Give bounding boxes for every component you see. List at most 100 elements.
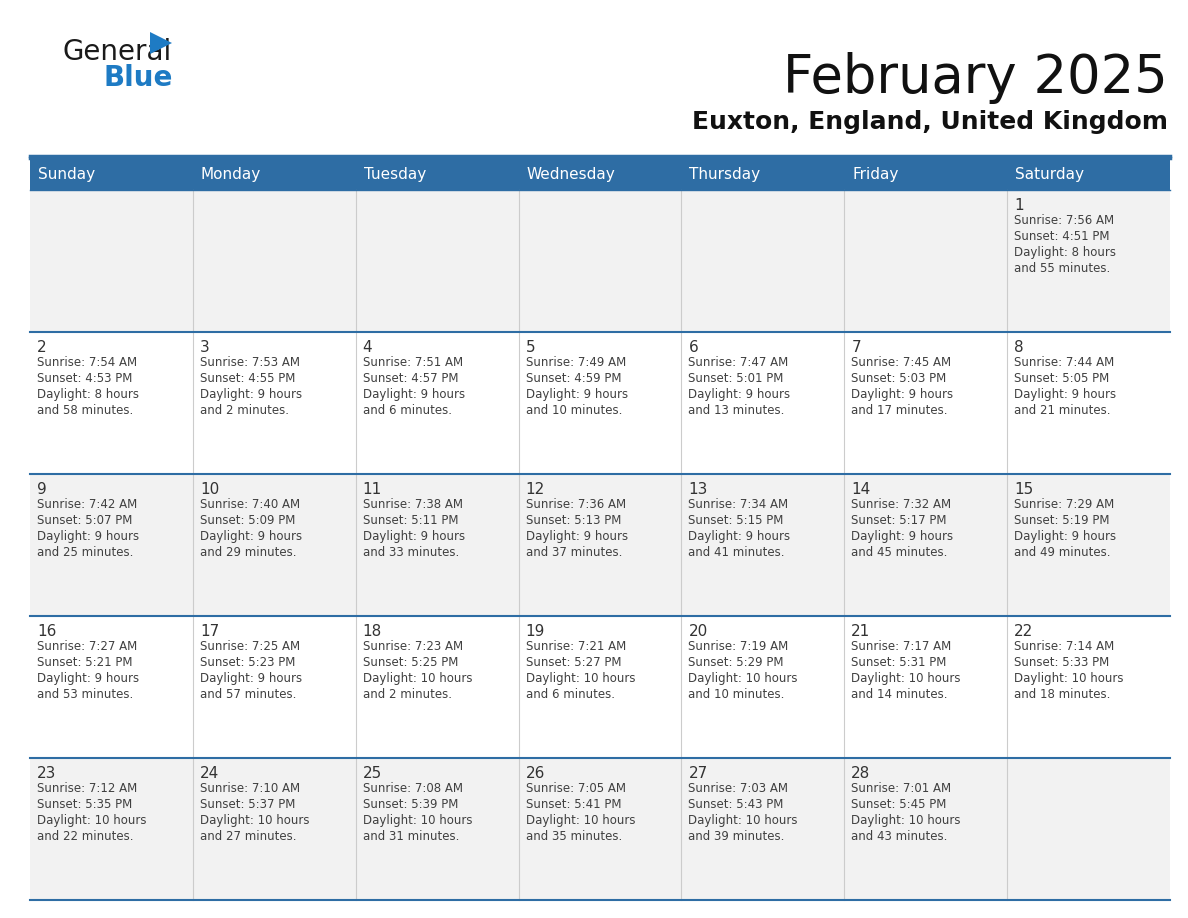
Text: Daylight: 10 hours: Daylight: 10 hours bbox=[688, 814, 798, 827]
Text: Sunset: 5:43 PM: Sunset: 5:43 PM bbox=[688, 798, 784, 811]
Text: Sunset: 5:03 PM: Sunset: 5:03 PM bbox=[852, 372, 947, 385]
Text: 16: 16 bbox=[37, 624, 56, 639]
Text: Sunrise: 7:27 AM: Sunrise: 7:27 AM bbox=[37, 640, 138, 653]
Text: Daylight: 10 hours: Daylight: 10 hours bbox=[852, 814, 961, 827]
Text: Daylight: 10 hours: Daylight: 10 hours bbox=[362, 672, 472, 685]
Text: Daylight: 9 hours: Daylight: 9 hours bbox=[1015, 530, 1117, 543]
Text: and 33 minutes.: and 33 minutes. bbox=[362, 546, 459, 559]
Text: Sunrise: 7:56 AM: Sunrise: 7:56 AM bbox=[1015, 214, 1114, 227]
Text: Daylight: 9 hours: Daylight: 9 hours bbox=[1015, 387, 1117, 401]
Text: Sunset: 5:39 PM: Sunset: 5:39 PM bbox=[362, 798, 459, 811]
Text: Sunrise: 7:05 AM: Sunrise: 7:05 AM bbox=[525, 782, 626, 795]
Text: Daylight: 10 hours: Daylight: 10 hours bbox=[37, 814, 146, 827]
Text: and 14 minutes.: and 14 minutes. bbox=[852, 688, 948, 700]
Text: and 6 minutes.: and 6 minutes. bbox=[525, 688, 614, 700]
Text: Sunrise: 7:10 AM: Sunrise: 7:10 AM bbox=[200, 782, 301, 795]
Text: 3: 3 bbox=[200, 340, 209, 355]
Text: and 53 minutes.: and 53 minutes. bbox=[37, 688, 133, 700]
Polygon shape bbox=[150, 32, 172, 54]
Text: 23: 23 bbox=[37, 766, 56, 781]
Text: and 39 minutes.: and 39 minutes. bbox=[688, 830, 785, 843]
Text: Sunset: 5:27 PM: Sunset: 5:27 PM bbox=[525, 655, 621, 669]
Text: and 35 minutes.: and 35 minutes. bbox=[525, 830, 621, 843]
Text: Sunrise: 7:17 AM: Sunrise: 7:17 AM bbox=[852, 640, 952, 653]
Text: Daylight: 8 hours: Daylight: 8 hours bbox=[37, 387, 139, 401]
Text: Sunset: 5:15 PM: Sunset: 5:15 PM bbox=[688, 514, 784, 527]
Text: Sunset: 5:41 PM: Sunset: 5:41 PM bbox=[525, 798, 621, 811]
Text: and 43 minutes.: and 43 minutes. bbox=[852, 830, 948, 843]
Text: Sunrise: 7:29 AM: Sunrise: 7:29 AM bbox=[1015, 498, 1114, 511]
Text: Sunrise: 7:19 AM: Sunrise: 7:19 AM bbox=[688, 640, 789, 653]
Text: Daylight: 10 hours: Daylight: 10 hours bbox=[525, 672, 636, 685]
Text: and 21 minutes.: and 21 minutes. bbox=[1015, 404, 1111, 417]
Text: 24: 24 bbox=[200, 766, 219, 781]
Text: and 17 minutes.: and 17 minutes. bbox=[852, 404, 948, 417]
Text: Daylight: 9 hours: Daylight: 9 hours bbox=[37, 672, 139, 685]
Text: Monday: Monday bbox=[201, 166, 261, 182]
Text: and 6 minutes.: and 6 minutes. bbox=[362, 404, 451, 417]
Text: Sunrise: 7:14 AM: Sunrise: 7:14 AM bbox=[1015, 640, 1114, 653]
Text: and 58 minutes.: and 58 minutes. bbox=[37, 404, 133, 417]
Text: Daylight: 9 hours: Daylight: 9 hours bbox=[200, 672, 302, 685]
Text: and 57 minutes.: and 57 minutes. bbox=[200, 688, 296, 700]
Text: 6: 6 bbox=[688, 340, 699, 355]
Text: Sunset: 5:33 PM: Sunset: 5:33 PM bbox=[1015, 655, 1110, 669]
Text: Daylight: 10 hours: Daylight: 10 hours bbox=[688, 672, 798, 685]
Text: 15: 15 bbox=[1015, 482, 1034, 497]
Text: and 22 minutes.: and 22 minutes. bbox=[37, 830, 133, 843]
Text: Sunrise: 7:49 AM: Sunrise: 7:49 AM bbox=[525, 356, 626, 369]
Text: 18: 18 bbox=[362, 624, 383, 639]
Text: Sunset: 5:23 PM: Sunset: 5:23 PM bbox=[200, 655, 296, 669]
Text: Saturday: Saturday bbox=[1015, 166, 1085, 182]
Text: Daylight: 9 hours: Daylight: 9 hours bbox=[852, 387, 954, 401]
Text: Sunrise: 7:32 AM: Sunrise: 7:32 AM bbox=[852, 498, 952, 511]
Text: Sunrise: 7:23 AM: Sunrise: 7:23 AM bbox=[362, 640, 463, 653]
Text: Blue: Blue bbox=[105, 64, 173, 92]
Text: Sunrise: 7:08 AM: Sunrise: 7:08 AM bbox=[362, 782, 462, 795]
Text: February 2025: February 2025 bbox=[783, 52, 1168, 104]
Text: Sunset: 5:19 PM: Sunset: 5:19 PM bbox=[1015, 514, 1110, 527]
Text: 7: 7 bbox=[852, 340, 861, 355]
Text: 22: 22 bbox=[1015, 624, 1034, 639]
Text: and 2 minutes.: and 2 minutes. bbox=[362, 688, 451, 700]
Text: 11: 11 bbox=[362, 482, 383, 497]
Text: 12: 12 bbox=[525, 482, 545, 497]
Text: Sunrise: 7:25 AM: Sunrise: 7:25 AM bbox=[200, 640, 301, 653]
Text: Sunset: 5:45 PM: Sunset: 5:45 PM bbox=[852, 798, 947, 811]
Text: Daylight: 10 hours: Daylight: 10 hours bbox=[200, 814, 309, 827]
Text: Daylight: 9 hours: Daylight: 9 hours bbox=[362, 530, 465, 543]
Text: Sunset: 5:31 PM: Sunset: 5:31 PM bbox=[852, 655, 947, 669]
Text: Sunrise: 7:42 AM: Sunrise: 7:42 AM bbox=[37, 498, 138, 511]
Text: Daylight: 9 hours: Daylight: 9 hours bbox=[688, 530, 790, 543]
Text: Sunset: 5:35 PM: Sunset: 5:35 PM bbox=[37, 798, 132, 811]
Text: and 37 minutes.: and 37 minutes. bbox=[525, 546, 623, 559]
Text: Sunset: 5:25 PM: Sunset: 5:25 PM bbox=[362, 655, 459, 669]
Text: Daylight: 9 hours: Daylight: 9 hours bbox=[37, 530, 139, 543]
Text: Sunrise: 7:40 AM: Sunrise: 7:40 AM bbox=[200, 498, 301, 511]
Text: 5: 5 bbox=[525, 340, 536, 355]
Text: Sunrise: 7:01 AM: Sunrise: 7:01 AM bbox=[852, 782, 952, 795]
Text: Sunset: 5:05 PM: Sunset: 5:05 PM bbox=[1015, 372, 1110, 385]
Text: 8: 8 bbox=[1015, 340, 1024, 355]
Text: 17: 17 bbox=[200, 624, 219, 639]
Text: Sunrise: 7:44 AM: Sunrise: 7:44 AM bbox=[1015, 356, 1114, 369]
Text: Sunset: 5:01 PM: Sunset: 5:01 PM bbox=[688, 372, 784, 385]
Text: 13: 13 bbox=[688, 482, 708, 497]
Text: Daylight: 9 hours: Daylight: 9 hours bbox=[688, 387, 790, 401]
Text: Sunrise: 7:47 AM: Sunrise: 7:47 AM bbox=[688, 356, 789, 369]
Text: Sunrise: 7:54 AM: Sunrise: 7:54 AM bbox=[37, 356, 137, 369]
Text: Sunrise: 7:38 AM: Sunrise: 7:38 AM bbox=[362, 498, 462, 511]
Text: Sunrise: 7:34 AM: Sunrise: 7:34 AM bbox=[688, 498, 789, 511]
Text: Sunset: 4:59 PM: Sunset: 4:59 PM bbox=[525, 372, 621, 385]
Text: 14: 14 bbox=[852, 482, 871, 497]
Text: and 49 minutes.: and 49 minutes. bbox=[1015, 546, 1111, 559]
Text: Daylight: 9 hours: Daylight: 9 hours bbox=[362, 387, 465, 401]
Text: Sunset: 5:21 PM: Sunset: 5:21 PM bbox=[37, 655, 133, 669]
Text: General: General bbox=[62, 38, 171, 66]
Text: and 55 minutes.: and 55 minutes. bbox=[1015, 262, 1111, 274]
Bar bbox=[30, 616, 1170, 758]
Text: Sunset: 5:07 PM: Sunset: 5:07 PM bbox=[37, 514, 132, 527]
Bar bbox=[30, 332, 1170, 474]
Text: 4: 4 bbox=[362, 340, 372, 355]
Text: Daylight: 9 hours: Daylight: 9 hours bbox=[200, 387, 302, 401]
